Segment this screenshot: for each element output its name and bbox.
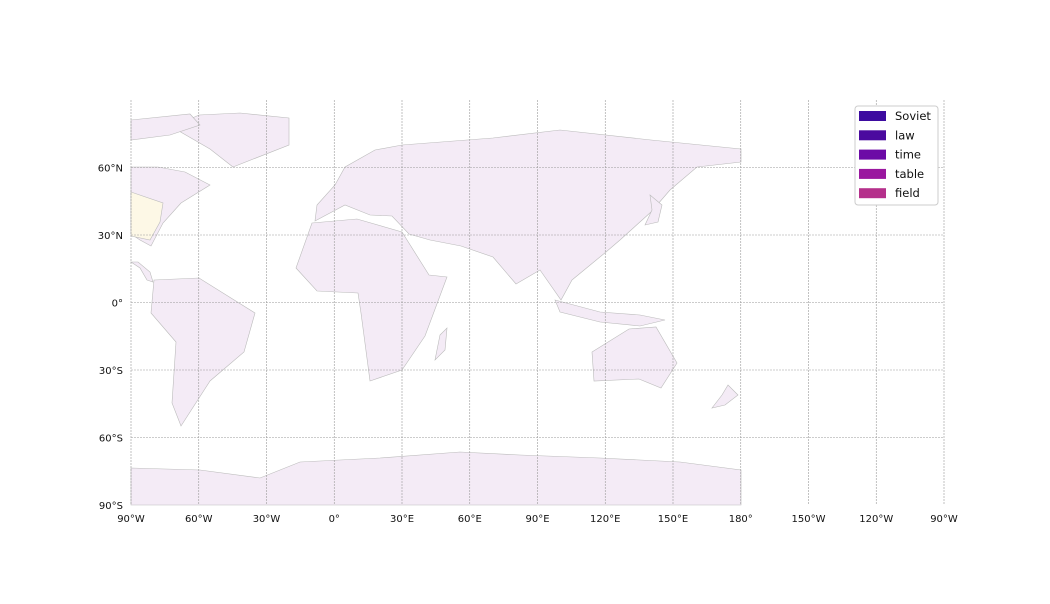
- lon-tick-label: 90°W: [117, 514, 145, 525]
- australia: [591, 326, 678, 389]
- lon-tick-label: 120°E: [590, 514, 620, 525]
- africa: [295, 218, 448, 382]
- legend-swatch: [859, 188, 886, 199]
- lon-tick-label: 30°E: [390, 514, 414, 525]
- legend-label: field: [895, 186, 920, 200]
- graticule: [130, 100, 945, 505]
- new-zealand: [711, 384, 739, 409]
- lon-tick-label: 120°W: [859, 514, 893, 525]
- lon-tick-label: 150°W: [792, 514, 826, 525]
- indonesia: [554, 299, 666, 327]
- madagascar: [434, 327, 448, 361]
- legend-swatch: [859, 168, 886, 179]
- japan: [644, 194, 663, 226]
- lon-tick-label: 180°: [729, 514, 753, 525]
- tick-labels: 90°W 60°W 30°W 0° 30°E 60°E 90°E 120°E 150°E 180°…: [98, 164, 958, 526]
- lon-tick-label: 90°W: [930, 514, 958, 525]
- legend-swatch: [859, 130, 886, 141]
- eurasia: [314, 129, 742, 301]
- lat-tick-label: 60°N: [98, 164, 123, 175]
- lat-tick-label: 60°S: [99, 434, 123, 445]
- legend-label: Soviet: [895, 109, 931, 123]
- legend-swatch: [859, 149, 886, 160]
- greenland: [171, 112, 290, 168]
- lon-tick-label: 0°: [329, 514, 340, 525]
- lon-tick-label: 90°E: [525, 514, 549, 525]
- south-america: [150, 277, 256, 427]
- lat-tick-label: 90°S: [99, 501, 123, 512]
- legend-label: law: [895, 128, 915, 142]
- legend-label: table: [895, 167, 924, 181]
- lon-tick-label: 60°W: [185, 514, 213, 525]
- lat-tick-label: 30°N: [98, 231, 123, 242]
- legend-swatch: [859, 111, 886, 121]
- usa-east: [130, 191, 164, 241]
- lat-tick-label: 30°S: [99, 366, 123, 377]
- land: [130, 112, 742, 506]
- lon-tick-label: 30°W: [253, 514, 281, 525]
- lon-tick-label: 60°E: [458, 514, 482, 525]
- lat-tick-label: 0°: [112, 299, 123, 310]
- central-america: [130, 261, 154, 283]
- legend: Soviet law time table field: [854, 105, 939, 206]
- antarctica: [130, 451, 742, 506]
- legend-label: time: [895, 148, 921, 162]
- lon-tick-label: 150°E: [658, 514, 688, 525]
